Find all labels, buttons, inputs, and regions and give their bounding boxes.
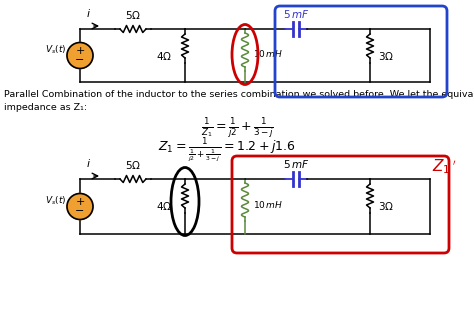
Text: $3\Omega$: $3\Omega$ — [378, 200, 394, 212]
Text: −: − — [75, 206, 85, 216]
Text: $4\Omega$: $4\Omega$ — [156, 49, 172, 61]
Text: $\frac{1}{Z_1} = \frac{1}{j2} + \frac{1}{3-j}$: $\frac{1}{Z_1} = \frac{1}{j2} + \frac{1}… — [201, 116, 273, 141]
Text: Parallel Combination of the inductor to the series combination we solved before.: Parallel Combination of the inductor to … — [4, 90, 474, 99]
Circle shape — [67, 42, 93, 68]
Text: $3\Omega$: $3\Omega$ — [378, 49, 394, 61]
Text: +: + — [75, 46, 85, 56]
Text: $V_s(t)$: $V_s(t)$ — [45, 194, 66, 207]
Circle shape — [67, 193, 93, 219]
Text: $5\,mF$: $5\,mF$ — [283, 8, 309, 20]
Text: $i$: $i$ — [86, 7, 91, 19]
Text: $5\Omega$: $5\Omega$ — [125, 159, 141, 171]
Text: impedance as Z₁:: impedance as Z₁: — [4, 103, 87, 112]
Text: $'$: $'$ — [452, 159, 456, 171]
Text: $5\,mF$: $5\,mF$ — [283, 158, 309, 170]
Text: $5\Omega$: $5\Omega$ — [125, 9, 141, 21]
Text: −: − — [75, 55, 85, 65]
Text: $10\,mH$: $10\,mH$ — [253, 199, 283, 210]
Text: +: + — [75, 197, 85, 207]
Text: $4\Omega$: $4\Omega$ — [156, 200, 172, 212]
Text: $Z_1 = \frac{1}{\frac{1}{j2}+\frac{1}{3-j}} = 1.2 + j1.6$: $Z_1 = \frac{1}{\frac{1}{j2}+\frac{1}{3-… — [158, 137, 296, 165]
Text: $Z_1$: $Z_1$ — [432, 158, 450, 176]
Text: $10\,mH$: $10\,mH$ — [253, 48, 283, 59]
Text: $i$: $i$ — [86, 157, 91, 169]
Text: $V_s(t)$: $V_s(t)$ — [45, 43, 66, 56]
